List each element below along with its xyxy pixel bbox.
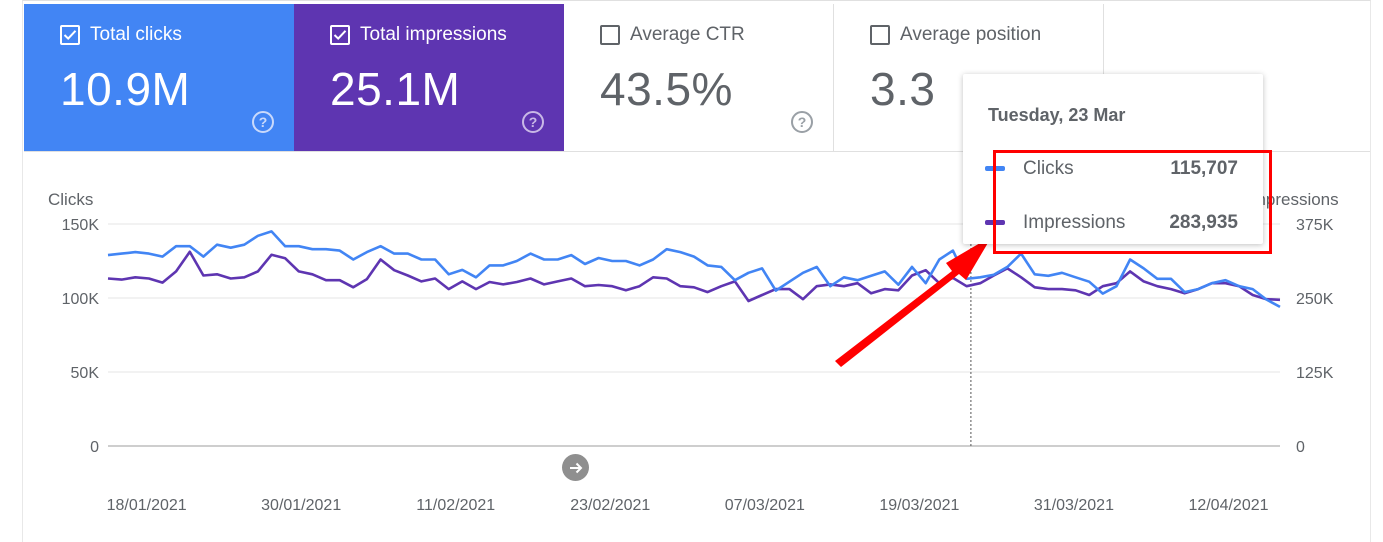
x-tick-label: 31/03/2021	[1034, 497, 1114, 514]
series-line-clicks	[107, 230, 1281, 309]
tooltip-label: Impressions	[1023, 212, 1126, 233]
x-tick-label: 23/02/2021	[570, 497, 650, 514]
checkbox-checked-icon[interactable]	[330, 25, 350, 45]
y2-tick-label: 125K	[1296, 365, 1334, 382]
checkbox-unchecked-icon[interactable]	[600, 25, 620, 45]
help-icon[interactable]: ?	[791, 111, 813, 133]
checkbox-unchecked-icon[interactable]	[870, 25, 890, 45]
metric-value: 3.3	[870, 63, 936, 115]
metric-label: Average CTR	[630, 24, 745, 45]
x-tick-label: 11/02/2021	[416, 497, 495, 514]
tooltip-label: Clicks	[1023, 158, 1074, 179]
annotation-arrow	[835, 236, 992, 367]
chart-tooltip: Tuesday, 23 Mar Clicks 115,707 Impressio…	[963, 74, 1263, 244]
arrow-right-icon[interactable]	[562, 454, 589, 481]
metric-label: Average position	[900, 24, 1042, 45]
metric-label: Total impressions	[360, 24, 507, 45]
metric-value: 43.5%	[600, 63, 733, 115]
x-tick-label: 30/01/2021	[261, 497, 341, 514]
tooltip-date: Tuesday, 23 Mar	[988, 105, 1126, 125]
help-icon[interactable]: ?	[522, 111, 544, 133]
y-tick-label: 0	[90, 439, 99, 456]
checkbox-checked-icon[interactable]	[60, 25, 80, 45]
y-axis-label: Clicks	[48, 190, 93, 209]
tooltip-value: 115,707	[1170, 158, 1238, 179]
y-tick-label: 150K	[62, 217, 100, 234]
help-icon[interactable]: ?	[252, 111, 274, 133]
metric-divider	[24, 151, 1370, 152]
x-tick-label: 19/03/2021	[879, 497, 959, 514]
annotation-highlight-box	[993, 150, 1272, 254]
x-tick-label: 18/01/2021	[107, 497, 187, 514]
metric-label: Total clicks	[90, 24, 182, 45]
metric-total-clicks[interactable]: Total clicks 10.9M ?	[24, 4, 294, 151]
metric-value: 25.1M	[330, 63, 461, 115]
x-tick-label: 07/03/2021	[725, 497, 805, 514]
metric-average-ctr[interactable]: Average CTR 43.5% ?	[564, 4, 834, 151]
metric-value: 10.9M	[60, 63, 191, 115]
y-tick-label: 50K	[71, 365, 100, 382]
y2-tick-label: 250K	[1296, 291, 1334, 308]
series-line-impressions	[107, 250, 1281, 303]
x-tick-label: 12/04/2021	[1188, 497, 1268, 514]
y2-tick-label: 0	[1296, 439, 1305, 456]
tooltip-value: 283,935	[1169, 212, 1238, 233]
y-tick-label: 100K	[62, 291, 100, 308]
y2-tick-label: 375K	[1296, 217, 1334, 234]
metric-total-impressions[interactable]: Total impressions 25.1M ?	[294, 4, 564, 151]
